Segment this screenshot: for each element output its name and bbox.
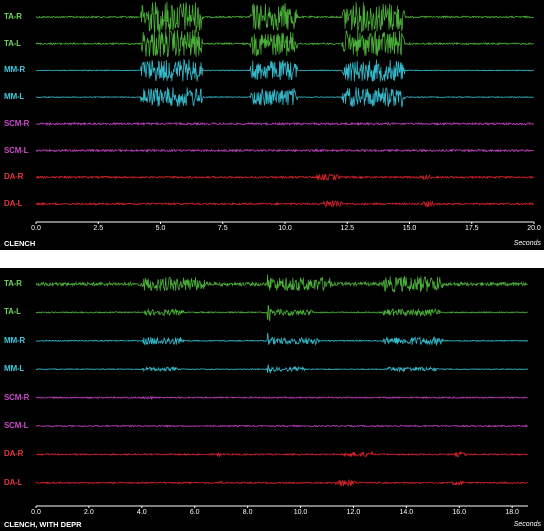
tick-label: 12.5 [340, 225, 355, 232]
trace-ta-r [35, 274, 528, 293]
tick-label: 7.5 [217, 225, 228, 232]
channel-label-scm-r: SCM-R [4, 118, 30, 128]
tick-label: 16.0 [452, 509, 467, 516]
channel-label-ta-l: TA-L [4, 307, 21, 317]
trace-ta-r [35, 1, 534, 33]
channel-label-scm-l: SCM-L [4, 421, 29, 430]
tick-label: 20.0 [527, 225, 541, 232]
tick-label: 5.0 [155, 225, 166, 232]
tick-label: 6.0 [189, 509, 200, 516]
tick-label: 14.0 [399, 509, 414, 516]
channel-label-da-l: DA-L [4, 198, 23, 208]
channel-label-mm-r: MM-R [4, 65, 25, 75]
trace-scm-l [35, 148, 534, 153]
trace-da-r [35, 173, 535, 182]
emg-panel-clench: TA-R TA-L MM-R MM-L SCM-R SCM-L DA-R DA-L 0.0 2.… [0, 0, 544, 250]
trace-mm-l [35, 364, 529, 374]
tick-label: 15.0 [402, 225, 417, 232]
panel-caption: CLENCH, WITH DEPR [4, 520, 82, 529]
trace-mm-r [35, 332, 529, 347]
tick-label: 8.0 [242, 509, 253, 516]
tick-label: 18.0 [505, 509, 519, 516]
trace-da-l [35, 479, 528, 487]
emg-trace-area [35, 1, 535, 224]
channel-label-mm-l: MM-L [4, 92, 25, 102]
axis-unit-label: Seconds [513, 240, 541, 247]
trace-ta-l [35, 29, 534, 58]
channel-label-da-r: DA-R [4, 172, 24, 182]
tick-label: 10.0 [278, 225, 292, 232]
tick-label: 4.0 [136, 509, 147, 516]
panel-caption: CLENCH [4, 239, 36, 248]
trace-scm-r [35, 395, 528, 401]
tick-label: 2.5 [93, 225, 104, 232]
axis-unit-label: Seconds [513, 521, 541, 528]
tick-label: 0.0 [31, 225, 41, 232]
trace-mm-r [35, 58, 534, 82]
channel-label-mm-l: MM-L [4, 364, 25, 374]
trace-scm-r [35, 121, 535, 127]
emg-trace-area [35, 274, 529, 508]
tick-label: 17.5 [464, 225, 479, 232]
channel-label-ta-r: TA-R [4, 279, 22, 288]
trace-ta-l [35, 305, 528, 322]
channel-label-scm-r: SCM-R [4, 392, 30, 402]
emg-panel-clench-with-depr: TA-R TA-L MM-R MM-L SCM-R SCM-L DA-R DA-L 0.0 2.… [0, 268, 544, 531]
channel-label-da-r: DA-R [4, 449, 24, 459]
tick-label: 12.0 [346, 509, 361, 516]
tick-label: 2.0 [84, 509, 94, 516]
channel-label-ta-r: TA-R [4, 12, 22, 21]
tick-label: 10.0 [293, 509, 308, 516]
channel-label-mm-r: MM-R [4, 335, 25, 345]
channel-label-da-l: DA-L [4, 477, 23, 487]
trace-da-r [35, 450, 528, 458]
tick-label: 0.0 [31, 509, 41, 516]
trace-mm-l [35, 87, 534, 108]
channel-label-ta-l: TA-L [4, 38, 21, 48]
trace-da-l [35, 199, 534, 208]
trace-scm-l [35, 424, 528, 428]
channel-label-scm-l: SCM-L [4, 145, 29, 155]
